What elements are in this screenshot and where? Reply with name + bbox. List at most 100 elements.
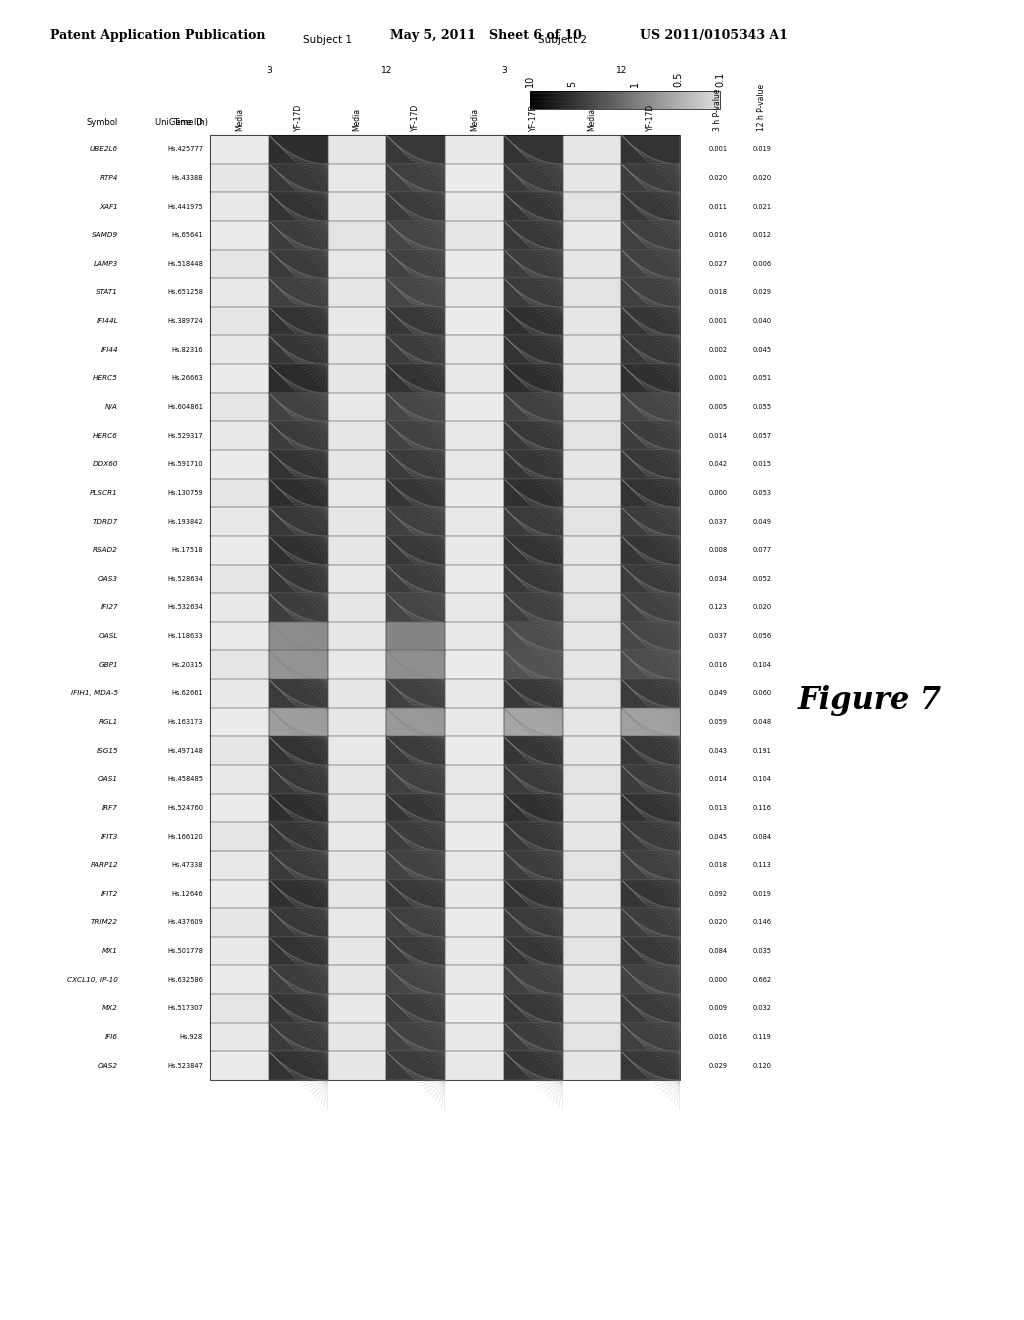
Bar [638,91,640,110]
Bar [668,91,670,110]
Bar [328,135,386,164]
Bar [268,965,328,994]
Bar [445,450,504,479]
Bar [569,91,570,110]
Text: UBE2L6: UBE2L6 [90,147,118,152]
Bar [504,766,562,793]
Bar [570,91,572,110]
Text: TDRD7: TDRD7 [93,519,118,524]
Text: Hs.497148: Hs.497148 [167,747,203,754]
Text: 0.059: 0.059 [709,719,727,725]
Bar [386,479,445,507]
Bar [622,822,680,851]
Bar [386,335,445,364]
Bar [621,91,622,110]
Text: YF-17D: YF-17D [646,104,655,131]
Bar [268,335,328,364]
Text: Hs.20315: Hs.20315 [171,661,203,668]
Bar [641,91,643,110]
Text: Hs.441975: Hs.441975 [167,203,203,210]
Bar [562,507,622,536]
Text: RGL1: RGL1 [98,719,118,725]
Text: 0.002: 0.002 [709,347,728,352]
Text: RTP4: RTP4 [99,176,118,181]
Text: 0.037: 0.037 [709,519,727,524]
Text: 0.052: 0.052 [753,576,771,582]
Text: 0.020: 0.020 [753,605,771,610]
Bar [622,450,680,479]
Text: 0.018: 0.018 [709,862,727,869]
Bar [328,335,386,364]
Bar [268,536,328,565]
Bar [539,91,540,110]
Bar [622,908,680,937]
Bar [648,91,649,110]
Bar [542,91,543,110]
Bar [504,249,562,279]
Bar [589,91,591,110]
Bar [615,91,616,110]
Bar [268,1023,328,1051]
Bar [268,593,328,622]
Text: Subject 1: Subject 1 [303,36,352,45]
Bar [268,1051,328,1080]
Bar [580,91,581,110]
Bar [622,793,680,822]
Text: 12: 12 [381,66,392,75]
Bar [622,393,680,421]
Bar [210,1023,268,1051]
Text: 0.020: 0.020 [709,920,728,925]
Text: 0.001: 0.001 [709,147,727,152]
Bar [623,91,625,110]
Bar [562,536,622,565]
Text: Hs.604861: Hs.604861 [167,404,203,411]
Bar [674,91,675,110]
Bar [656,91,657,110]
Text: 0.146: 0.146 [753,920,771,925]
Bar [445,507,504,536]
Text: TRIM22: TRIM22 [91,920,118,925]
Bar [445,622,504,651]
Bar [562,708,622,737]
Bar [504,164,562,193]
Bar [504,335,562,364]
Bar [562,965,622,994]
Bar [210,249,268,279]
Bar [210,822,268,851]
Text: 3 h P-value: 3 h P-value [714,88,723,131]
Text: US 2011/0105343 A1: US 2011/0105343 A1 [640,29,787,41]
Text: 3: 3 [266,66,271,75]
Bar [268,393,328,421]
Text: Hs.523847: Hs.523847 [167,1063,203,1069]
Bar [386,421,445,450]
Text: 0.016: 0.016 [709,232,727,238]
Bar [622,965,680,994]
Text: RSAD2: RSAD2 [93,548,118,553]
Text: HERC6: HERC6 [93,433,118,438]
Bar [622,507,680,536]
Bar [210,851,268,879]
Text: IFIT2: IFIT2 [100,891,118,896]
Bar [546,91,548,110]
Text: 0.000: 0.000 [709,490,728,496]
Text: 0.045: 0.045 [753,347,771,352]
Bar [548,91,550,110]
Text: 0.021: 0.021 [753,203,771,210]
Text: 0.019: 0.019 [753,891,771,896]
Text: Hs.437609: Hs.437609 [167,920,203,925]
Text: Hs.62661: Hs.62661 [171,690,203,697]
Bar [445,1023,504,1051]
Bar [268,651,328,678]
Bar [693,91,695,110]
Bar [210,651,268,678]
Text: Hs.501778: Hs.501778 [167,948,203,954]
Bar [562,220,622,249]
Bar [595,91,596,110]
Bar [210,393,268,421]
Text: PARP12: PARP12 [90,862,118,869]
Bar [445,279,504,306]
Text: 0.034: 0.034 [709,576,727,582]
Bar [210,678,268,708]
Bar [386,937,445,965]
Text: Hs.193842: Hs.193842 [167,519,203,524]
